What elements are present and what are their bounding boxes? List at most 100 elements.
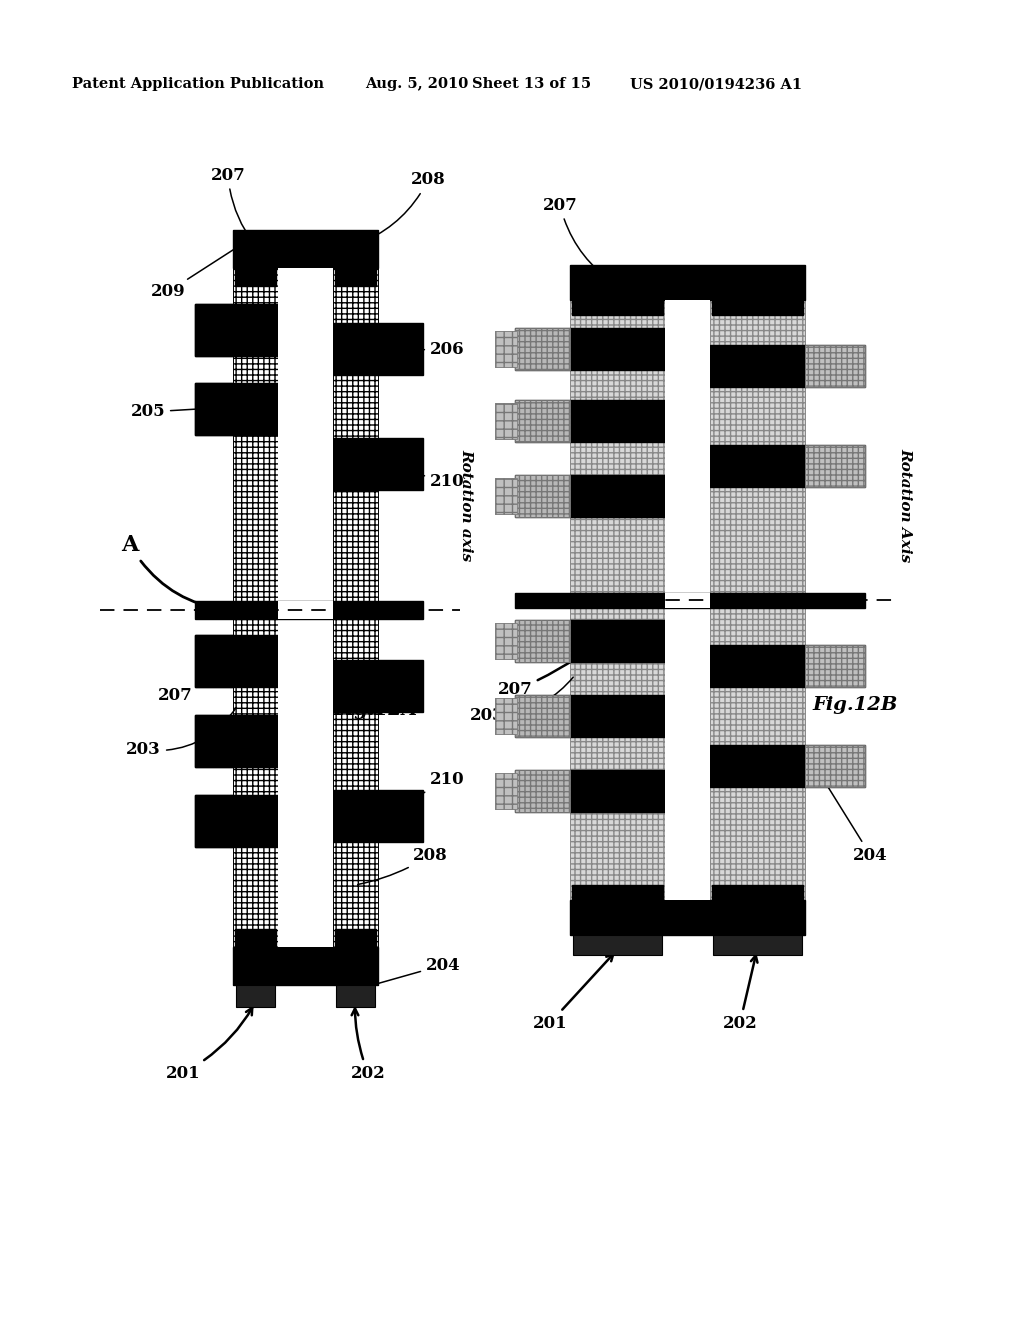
Bar [710,645,865,686]
Bar [515,770,665,812]
Text: 202: 202 [350,1008,385,1081]
Text: Sheet 13 of 15: Sheet 13 of 15 [472,77,591,91]
Text: 207: 207 [498,628,613,698]
Bar [278,715,333,767]
Bar [515,696,570,737]
Bar [515,400,570,442]
Bar [195,795,278,847]
Bar [665,607,710,620]
Bar [495,403,517,440]
Bar [713,935,802,954]
Bar [495,331,517,367]
Bar [195,304,233,356]
Text: 201: 201 [166,1008,252,1081]
Bar [573,935,662,954]
Bar [333,438,423,490]
Bar [278,635,333,686]
Bar [335,268,376,286]
Bar [515,327,570,370]
Bar [278,619,333,635]
Bar [336,985,375,1007]
Bar [515,475,570,517]
Bar [495,478,517,513]
Bar [278,601,333,619]
Bar [665,445,710,487]
Bar [195,635,233,686]
Bar [335,929,376,946]
Bar [278,356,333,383]
Bar [495,698,517,734]
Text: 207: 207 [158,644,251,704]
Bar [572,300,663,315]
Bar [515,475,665,517]
Bar [665,593,710,609]
Bar [665,812,710,900]
Text: Aug. 5, 2010: Aug. 5, 2010 [365,77,468,91]
Bar [515,327,665,370]
Bar [665,737,710,770]
Bar [278,767,333,795]
Text: Patent Application Publication: Patent Application Publication [72,77,324,91]
Bar [278,438,333,490]
Bar [515,327,570,370]
Bar [278,929,333,946]
Bar [333,789,423,842]
Bar [195,795,233,847]
Bar [495,478,517,513]
Bar [278,847,333,946]
Text: 203: 203 [470,677,573,723]
Bar [495,774,517,809]
Text: 208: 208 [357,846,447,884]
Bar [515,400,665,442]
Bar [665,300,710,315]
Bar [278,304,333,356]
Bar [665,770,710,812]
Text: 210: 210 [383,771,465,814]
Bar [570,265,805,300]
Bar [233,230,378,268]
Bar [805,445,865,487]
Bar [195,383,278,436]
Text: 207: 207 [211,166,253,243]
Bar [515,696,570,737]
Text: 202: 202 [723,956,758,1031]
Bar [710,445,865,487]
Bar [234,929,276,946]
Bar [515,475,570,517]
Bar [195,304,278,356]
Text: US 2010/0194236 A1: US 2010/0194236 A1 [630,77,802,91]
Bar [570,265,665,935]
Bar [665,400,710,442]
Bar [572,884,663,900]
Bar [570,900,805,935]
Bar [712,300,803,315]
Bar [495,698,517,734]
Bar [278,789,333,842]
Bar [195,601,423,619]
Bar [710,345,865,387]
Bar [195,715,278,767]
Bar [515,593,865,609]
Bar [515,770,570,812]
Bar [234,268,276,286]
Bar [233,946,378,985]
Bar [495,623,517,659]
Bar [665,475,710,517]
Bar [515,620,570,663]
Bar [665,645,710,686]
Bar [195,715,233,767]
Bar [495,623,517,659]
Text: 205: 205 [130,404,196,421]
Bar [665,884,710,900]
Bar [665,345,710,387]
Text: 207: 207 [543,197,614,284]
Text: Fig.12A: Fig.12A [333,701,417,719]
Text: 201: 201 [532,954,613,1031]
Bar [195,383,233,436]
Bar [805,645,865,686]
Bar [278,286,333,304]
Text: 204: 204 [816,768,888,863]
Bar [665,696,710,737]
Text: 209: 209 [151,249,233,301]
Bar [805,345,865,387]
